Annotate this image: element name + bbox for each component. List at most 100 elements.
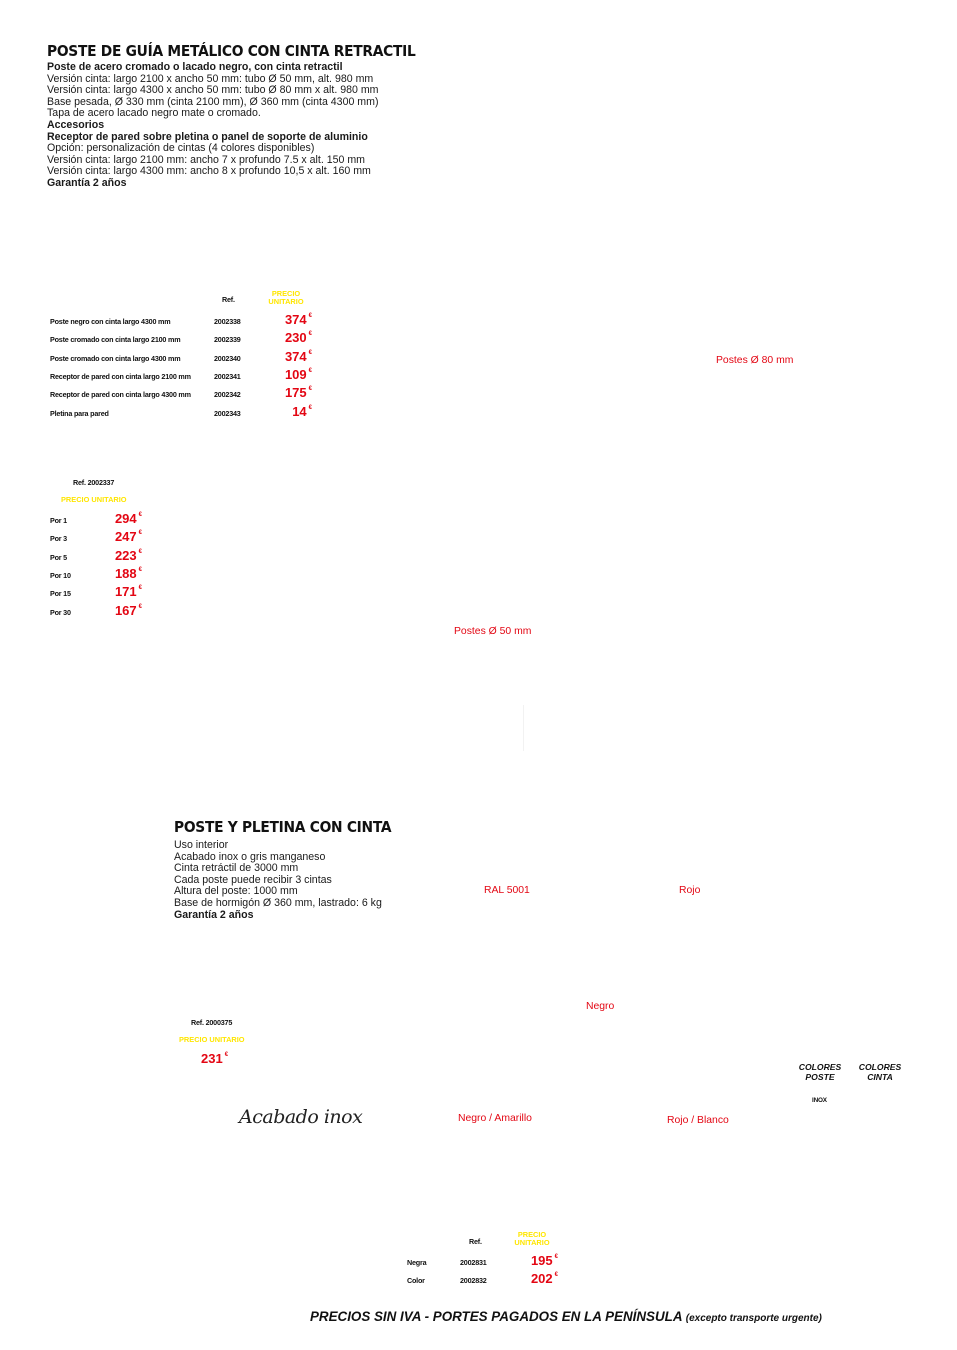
description-line: Tapa de acero lacado negro mate o cromad… [47, 107, 261, 120]
unit-price: 247 [114, 529, 137, 545]
qty-ref: Ref. 2002337 [73, 478, 115, 487]
quantity-label: Por 1 [50, 516, 67, 526]
product-name: Receptor de pared con cinta largo 2100 m… [50, 372, 191, 382]
product-name: Poste negro con cinta largo 4300 mm [50, 317, 171, 327]
tape-price-header: PRECIO UNITARIO [514, 1230, 550, 1248]
description-line: Accesorios [47, 118, 105, 131]
table-row: Por 1 294 € [50, 510, 142, 528]
description-line: Base pesada, Ø 330 mm (cinta 2100 mm), Ø… [47, 95, 379, 108]
unit-price: 14 [292, 403, 307, 419]
description-line: Poste de acero cromado o lacado negro, c… [47, 61, 343, 73]
currency-symbol: € [138, 603, 142, 610]
description-line: Uso interior [174, 839, 229, 851]
description-line: Opción: personalización de cintas (4 col… [47, 142, 315, 155]
description-line: Acabado inox o gris manganeso [174, 850, 326, 863]
product-name: Poste cromado con cinta largo 2100 mm [50, 335, 181, 345]
swatch-ral-5001: RAL 5001 [484, 885, 530, 896]
caption-posts-80: Postes Ø 80 mm [716, 355, 794, 366]
unit-price: 374 [284, 348, 307, 364]
currency-symbol: € [138, 548, 142, 555]
table-row: Receptor de pared con cinta largo 4300 m… [50, 384, 312, 402]
product-ref: 2002341 [214, 372, 241, 382]
description-line: Base de hormigón Ø 360 mm, lastrado: 6 k… [174, 896, 382, 909]
section2-price-header: PRECIO UNITARIO [179, 1035, 245, 1044]
product-ref: 2002343 [214, 408, 241, 418]
unit-price: 167 [114, 602, 137, 618]
unit-price: 374 [284, 312, 307, 328]
unit-price: 195 [530, 1253, 553, 1269]
tape-ref: 2002831 [460, 1258, 487, 1268]
product-name: Poste cromado con cinta largo 4300 mm [50, 353, 181, 363]
description-line: Versión cinta: largo 2100 mm: ancho 7 x … [47, 153, 365, 166]
product-name: Receptor de pared con cinta largo 4300 m… [50, 390, 191, 400]
product-ref: 2002342 [214, 390, 241, 400]
tape-ref: 2002832 [460, 1276, 487, 1286]
quantity-label: Por 15 [50, 589, 71, 599]
footer-note: PRECIOS SIN IVA - PORTES PAGADOS EN LA P… [310, 1309, 822, 1324]
tape-name: Color [407, 1276, 425, 1286]
table-row: Por 15 171 € [50, 583, 142, 601]
swatch-negro: Negro [586, 1001, 615, 1012]
table-row: Negra 2002831 195 € [407, 1252, 558, 1270]
currency-symbol: € [308, 386, 312, 393]
swatch-rojo: Rojo [679, 885, 701, 896]
quantity-label: Por 5 [50, 552, 67, 562]
product-ref: 2002339 [214, 335, 241, 345]
description-line: Garantía 2 años [174, 908, 254, 921]
tape-price-table: Negra 2002831 195 € Color 2002832 202 € [407, 1252, 558, 1289]
description-line: Versión cinta: largo 2100 x ancho 50 mm:… [47, 72, 374, 85]
table-row: Por 3 247 € [50, 528, 142, 546]
unit-price: 171 [114, 584, 137, 600]
swatch-negro-amarillo: Negro / Amarillo [458, 1113, 532, 1124]
unit-price: 109 [284, 367, 307, 383]
table-row: Color 2002832 202 € [407, 1270, 558, 1288]
section1-title: POSTE DE GUÍA METÁLICO CON CINTA RETRACT… [47, 42, 416, 60]
section1-description: Poste de acero cromado o lacado negro, c… [47, 61, 379, 190]
description-line: Versión cinta: largo 4300 x ancho 50 mm:… [47, 84, 379, 97]
colores-poste-header: COLORES POSTE [798, 1062, 842, 1082]
table-row: Pletina para pared 2002343 14 € [50, 402, 312, 420]
product-image-placeholder [523, 705, 524, 751]
currency-symbol: € [138, 530, 142, 537]
currency-symbol: € [554, 1254, 558, 1261]
currency-symbol: € [308, 404, 312, 411]
description-line: Receptor de pared sobre pletina o panel … [47, 130, 368, 143]
currency-symbol: € [308, 313, 312, 320]
unit-price: 223 [114, 547, 137, 563]
unit-price: 202 [530, 1271, 553, 1287]
inox-label: INOX [812, 1097, 827, 1104]
product-price-table: Poste negro con cinta largo 4300 mm 20023… [50, 311, 312, 421]
currency-symbol: € [138, 512, 142, 519]
table-row: Receptor de pared con cinta largo 2100 m… [50, 366, 312, 384]
section2-description: Uso interior Acabado inox o gris manganes… [174, 839, 382, 921]
table-row: Poste cromado con cinta largo 2100 mm 200… [50, 329, 312, 347]
tape-ref-header: Ref. [469, 1237, 482, 1246]
currency-symbol: € [554, 1272, 558, 1279]
product-ref: 2002340 [214, 353, 241, 363]
currency-symbol: € [308, 349, 312, 356]
tape-name: Negra [407, 1258, 427, 1268]
unit-price: 188 [114, 566, 137, 582]
unit-price: 230 [284, 330, 307, 346]
currency-symbol: € [138, 585, 142, 592]
description-line: Cada poste puede recibir 3 cintas [174, 873, 332, 886]
description-line: Versión cinta: largo 4300 mm: ancho 8 x … [47, 165, 371, 178]
section2-ref: Ref. 2000375 [191, 1018, 233, 1027]
finish-label: Acabado inox [239, 1106, 363, 1128]
swatch-rojo-blanco: Rojo / Blanco [667, 1115, 729, 1126]
caption-posts-50: Postes Ø 50 mm [454, 626, 532, 637]
description-line: Cinta retráctil de 3000 mm [174, 862, 299, 875]
quantity-label: Por 10 [50, 571, 71, 581]
product-name: Pletina para pared [50, 408, 109, 418]
quantity-label: Por 30 [50, 607, 71, 617]
unit-price: 175 [284, 385, 307, 401]
table-row: Poste cromado con cinta largo 4300 mm 200… [50, 348, 312, 366]
table-row: Por 30 167 € [50, 601, 142, 619]
product-ref: 2002338 [214, 317, 241, 327]
table-row: Poste negro con cinta largo 4300 mm 20023… [50, 311, 312, 329]
colores-cinta-header: COLORES CINTA [858, 1062, 902, 1082]
unit-price: 294 [114, 511, 137, 527]
price-header: PRECIO UNITARIO [268, 289, 304, 307]
section2-price: 231 € [201, 1051, 229, 1066]
currency-symbol: € [308, 368, 312, 375]
